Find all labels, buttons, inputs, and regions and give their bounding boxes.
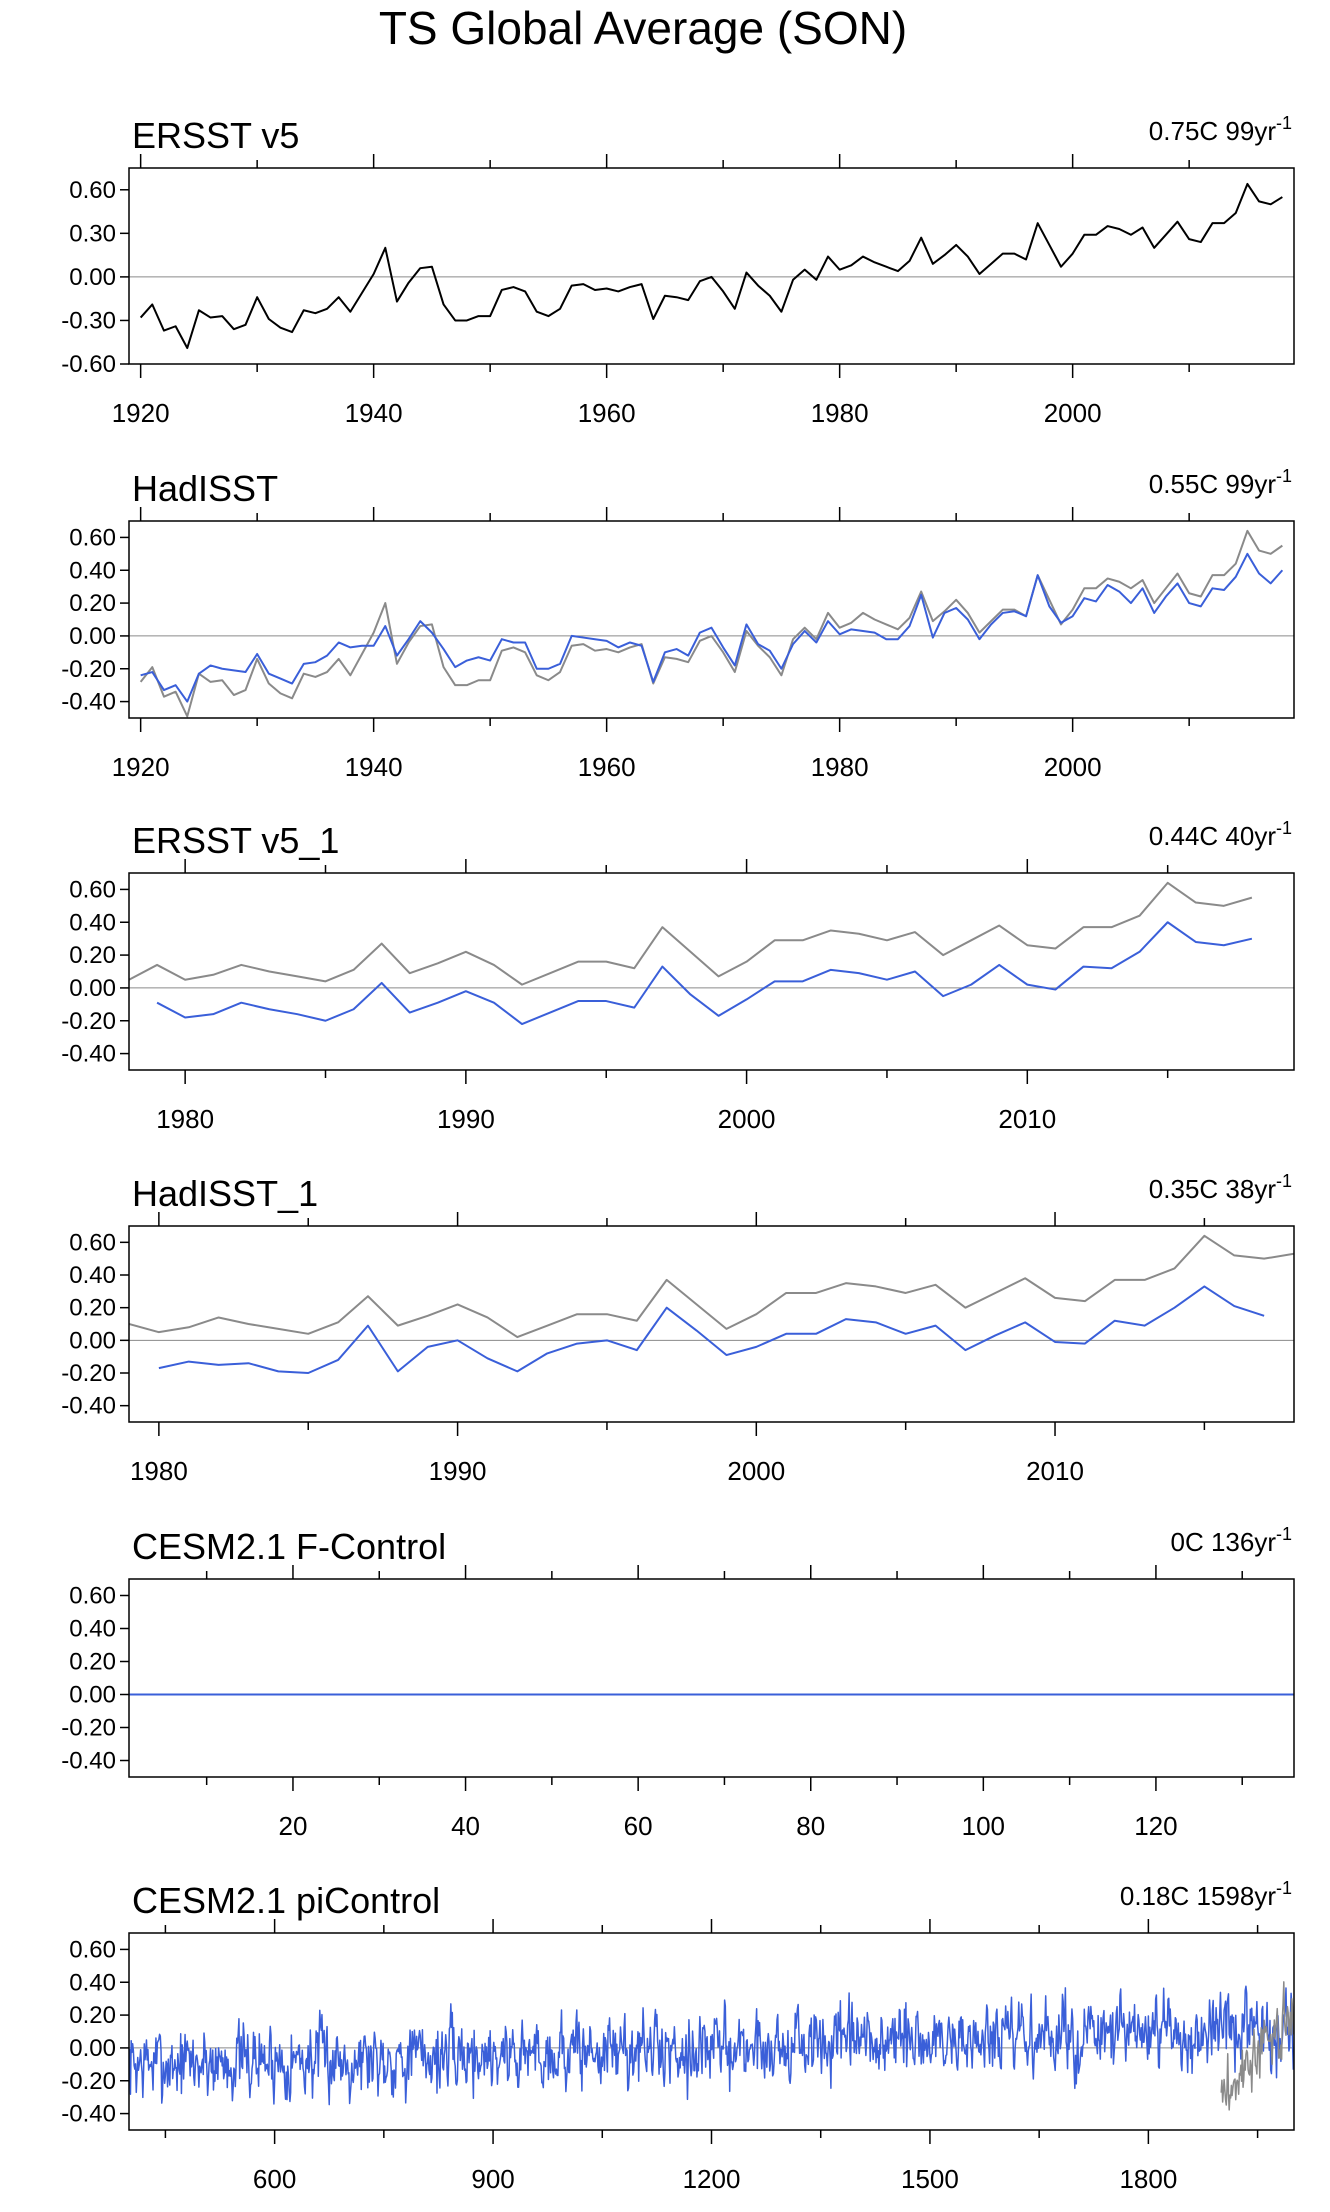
trend-label: 0.75C 99yr-1 <box>1149 113 1292 146</box>
x-tick-label: 40 <box>451 1811 480 1841</box>
series-line-1 <box>129 881 1253 986</box>
panel-title: ERSST v5_1 <box>132 820 339 861</box>
y-tick-label: 0.40 <box>69 557 116 584</box>
series-line-2 <box>1220 1981 1294 2111</box>
y-tick-label: -0.20 <box>61 1715 116 1742</box>
x-tick-label: 1960 <box>578 752 636 782</box>
trend-label: 0.35C 38yr-1 <box>1149 1171 1292 1204</box>
plot-frame <box>128 1578 1295 1778</box>
trend-label: 0C 136yr-1 <box>1170 1524 1292 1557</box>
y-tick-label: -0.20 <box>61 2068 116 2095</box>
x-tick-label: 60 <box>624 1811 653 1841</box>
x-tick-label: 1990 <box>429 1456 487 1486</box>
x-tick-label: 2010 <box>1026 1456 1084 1486</box>
x-tick-label: 1920 <box>112 398 170 428</box>
y-tick-label: 0.30 <box>69 220 116 247</box>
panel-3: ERSST v5_1 0.44C 40yr-1 0.60 0.40 0.20 0.00 -0… <box>61 818 1295 1134</box>
plot-frame <box>128 520 1295 719</box>
y-tick-label: 0.20 <box>69 1295 116 1322</box>
y-tick-label: -0.20 <box>61 656 116 683</box>
y-tick-label: 0.60 <box>69 876 116 903</box>
y-tick-label: 0.40 <box>69 1969 116 1996</box>
trend-label: 0.44C 40yr-1 <box>1149 818 1292 851</box>
x-tick-label: 1980 <box>811 752 869 782</box>
y-tick-label: -0.40 <box>61 1041 116 1068</box>
y-tick-label: 0.00 <box>69 1682 116 1709</box>
x-tick-label: 20 <box>279 1811 308 1841</box>
y-tick-label: 0.20 <box>69 942 116 969</box>
y-tick-label: 0.20 <box>69 590 116 617</box>
y-tick-label: 0.40 <box>69 1616 116 1643</box>
x-tick-label: 1980 <box>156 1104 214 1134</box>
x-tick-label: 1800 <box>1119 2164 1177 2194</box>
y-tick-label: 0.60 <box>69 1583 116 1610</box>
series-line-2 <box>158 1285 1265 1374</box>
y-tick-label: -0.40 <box>61 689 116 716</box>
series-line-2 <box>156 921 1253 1026</box>
x-tick-label: 600 <box>253 2164 296 2194</box>
y-tick-label: 0.00 <box>69 264 116 291</box>
x-tick-label: 2010 <box>998 1104 1056 1134</box>
trend-label: 0.55C 99yr-1 <box>1149 466 1292 499</box>
series-line-1 <box>139 182 1283 350</box>
panel-title: ERSST v5 <box>132 115 299 156</box>
y-tick-label: 0.60 <box>69 1229 116 1256</box>
x-tick-label: 1960 <box>578 398 636 428</box>
y-tick-label: -0.40 <box>61 1393 116 1420</box>
y-tick-label: -0.60 <box>61 351 116 378</box>
y-tick-label: 0.20 <box>69 2002 116 2029</box>
y-tick-label: 0.00 <box>69 2035 116 2062</box>
x-tick-label: 2000 <box>1044 398 1102 428</box>
x-tick-label: 900 <box>471 2164 514 2194</box>
panel-2: HadISST 0.55C 99yr-1 0.60 0.40 0.20 0.00 -0.20… <box>61 466 1295 782</box>
x-tick-label: 1980 <box>130 1456 188 1486</box>
x-tick-label: 2000 <box>727 1456 785 1486</box>
y-tick-label: 0.00 <box>69 1327 116 1354</box>
series-line-2 <box>140 552 1284 703</box>
x-tick-label: 100 <box>962 1811 1005 1841</box>
plot-frame <box>128 872 1295 1071</box>
x-tick-label: 1500 <box>901 2164 959 2194</box>
panel-title: CESM2.1 F-Control <box>132 1526 446 1567</box>
y-tick-label: 0.00 <box>69 623 116 650</box>
panel-1: ERSST v5 0.75C 99yr-1 0.60 0.30 0.00 -0.30 -0.… <box>61 113 1295 428</box>
y-tick-label: -0.40 <box>61 1748 116 1775</box>
x-tick-label: 1940 <box>345 398 403 428</box>
panel-title: CESM2.1 piControl <box>132 1880 440 1921</box>
x-tick-label: 120 <box>1134 1811 1177 1841</box>
figure-title: TS Global Average (SON) <box>379 2 907 54</box>
x-tick-label: 1200 <box>683 2164 741 2194</box>
series-line-1 <box>129 1985 1294 2106</box>
panel-6: CESM2.1 piControl 0.18C 1598yr-1 0.60 0.40 0… <box>61 1878 1295 2194</box>
panel-title: HadISST_1 <box>132 1173 318 1214</box>
y-tick-label: 0.20 <box>69 1649 116 1676</box>
panel-5: CESM2.1 F-Control 0C 136yr-1 0.60 0.40 0.20 0… <box>61 1524 1295 1841</box>
y-tick-label: 0.60 <box>69 524 116 551</box>
y-tick-label: 0.40 <box>69 1262 116 1289</box>
x-tick-label: 1990 <box>437 1104 495 1134</box>
y-tick-label: 0.60 <box>69 177 116 204</box>
x-tick-label: 1940 <box>345 752 403 782</box>
plot-frame <box>128 1225 1295 1423</box>
y-tick-label: 0.40 <box>69 909 116 936</box>
panel-4: HadISST_1 0.35C 38yr-1 0.60 0.40 0.20 0.00 -0.… <box>61 1171 1295 1486</box>
panel-title: HadISST <box>132 468 278 509</box>
x-tick-label: 1920 <box>112 752 170 782</box>
y-tick-label: -0.20 <box>61 1008 116 1035</box>
series-line-1 <box>129 1234 1294 1339</box>
plot-frame <box>128 167 1295 365</box>
panels: ERSST v5 0.75C 99yr-1 0.60 0.30 0.00 -0.30 -0.… <box>61 113 1295 2194</box>
y-tick-label: -0.40 <box>61 2101 116 2128</box>
x-tick-label: 80 <box>796 1811 825 1841</box>
x-tick-label: 2000 <box>1044 752 1102 782</box>
y-tick-label: 0.60 <box>69 1936 116 1963</box>
y-tick-label: -0.30 <box>61 307 116 334</box>
series-line-1 <box>139 529 1283 718</box>
y-tick-label: 0.00 <box>69 975 116 1002</box>
x-tick-label: 2000 <box>718 1104 776 1134</box>
x-tick-label: 1980 <box>811 398 869 428</box>
y-tick-label: -0.20 <box>61 1360 116 1387</box>
trend-label: 0.18C 1598yr-1 <box>1120 1878 1292 1911</box>
